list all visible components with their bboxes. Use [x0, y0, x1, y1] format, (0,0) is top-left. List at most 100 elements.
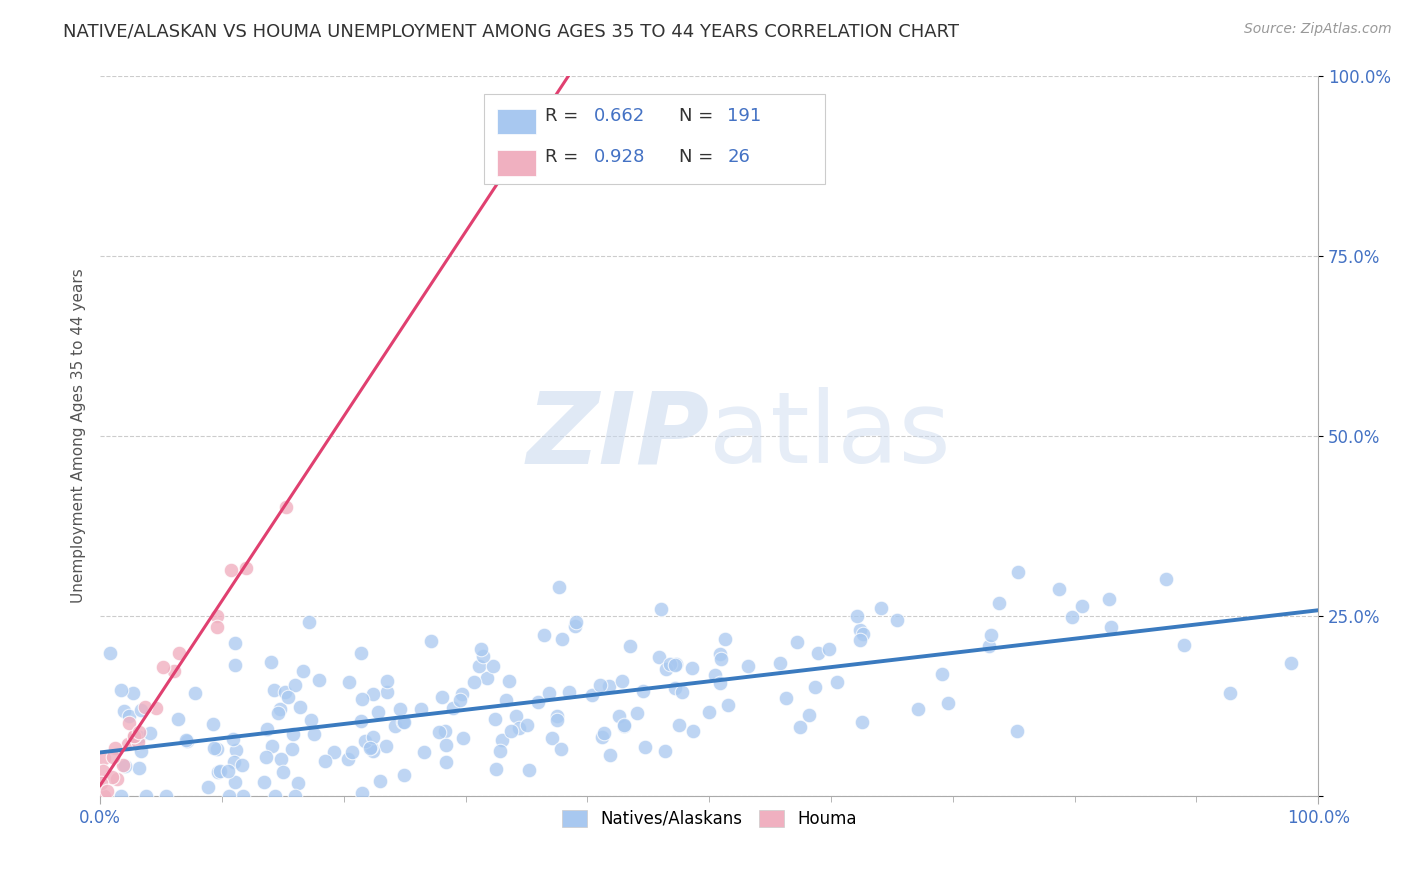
- Point: [484, 712, 506, 726]
- Point: [374, 739, 396, 754]
- Point: [434, 755, 457, 769]
- Point: [769, 657, 792, 671]
- Point: [598, 680, 620, 694]
- Point: [174, 733, 197, 747]
- Point: [488, 744, 510, 758]
- Point: [697, 706, 720, 720]
- Point: [1007, 566, 1029, 580]
- Point: [477, 671, 499, 685]
- Point: [308, 673, 330, 688]
- Point: [271, 765, 294, 780]
- Point: [1279, 657, 1302, 671]
- Point: [589, 678, 612, 692]
- Point: [93, 789, 115, 803]
- Point: [1154, 572, 1177, 586]
- Point: [128, 725, 150, 739]
- Text: atlas: atlas: [709, 387, 950, 484]
- Point: [789, 720, 811, 734]
- Point: [704, 667, 727, 681]
- Point: [717, 698, 740, 713]
- Point: [681, 661, 703, 675]
- Text: 0.928: 0.928: [593, 148, 645, 166]
- Point: [409, 702, 432, 716]
- Point: [222, 755, 245, 769]
- Point: [654, 662, 676, 676]
- Point: [118, 715, 141, 730]
- Point: [292, 664, 315, 678]
- Point: [205, 620, 228, 634]
- Text: Source: ZipAtlas.com: Source: ZipAtlas.com: [1244, 22, 1392, 37]
- Text: NATIVE/ALASKAN VS HOUMA UNEMPLOYMENT AMONG AGES 35 TO 44 YEARS CORRELATION CHART: NATIVE/ALASKAN VS HOUMA UNEMPLOYMENT AMO…: [63, 22, 959, 40]
- Point: [988, 596, 1011, 610]
- Point: [846, 609, 869, 624]
- Point: [110, 789, 132, 803]
- Point: [650, 601, 672, 615]
- Point: [287, 776, 309, 790]
- Point: [90, 776, 112, 790]
- Point: [870, 601, 893, 615]
- Point: [631, 684, 654, 698]
- Point: [231, 758, 253, 772]
- Point: [468, 659, 491, 673]
- Point: [979, 639, 1001, 653]
- Point: [224, 657, 246, 672]
- Point: [127, 734, 149, 748]
- Point: [280, 741, 302, 756]
- Point: [263, 682, 285, 697]
- Point: [93, 751, 115, 765]
- Point: [253, 775, 276, 789]
- Point: [134, 699, 156, 714]
- Point: [825, 675, 848, 690]
- Point: [264, 789, 287, 803]
- Point: [472, 648, 495, 663]
- Point: [450, 687, 472, 701]
- Text: 26: 26: [727, 148, 751, 166]
- Point: [139, 726, 162, 740]
- Point: [359, 740, 381, 755]
- Point: [533, 628, 555, 642]
- Point: [799, 707, 821, 722]
- Point: [235, 560, 257, 574]
- Point: [619, 639, 641, 653]
- Point: [420, 634, 443, 648]
- Point: [184, 686, 207, 700]
- Point: [634, 740, 657, 755]
- Point: [284, 789, 307, 803]
- Point: [980, 628, 1002, 642]
- Point: [849, 632, 872, 647]
- Point: [353, 734, 375, 748]
- Point: [392, 715, 415, 730]
- Point: [581, 688, 603, 702]
- Point: [931, 667, 953, 681]
- Point: [516, 718, 538, 732]
- Point: [803, 680, 825, 694]
- Point: [288, 700, 311, 714]
- Point: [907, 702, 929, 716]
- Point: [93, 764, 115, 778]
- Text: 0.662: 0.662: [593, 107, 645, 125]
- Point: [664, 658, 686, 673]
- Point: [224, 636, 246, 650]
- Point: [207, 608, 229, 623]
- Point: [508, 721, 530, 735]
- Point: [112, 705, 135, 719]
- Point: [626, 706, 648, 720]
- Point: [98, 646, 121, 660]
- Point: [818, 641, 841, 656]
- Point: [219, 563, 242, 577]
- Point: [112, 757, 135, 772]
- Point: [167, 712, 190, 726]
- Point: [101, 770, 124, 784]
- Point: [470, 642, 492, 657]
- Point: [152, 660, 174, 674]
- Point: [337, 674, 360, 689]
- Point: [1218, 686, 1240, 700]
- Point: [499, 724, 522, 739]
- Point: [936, 696, 959, 710]
- Point: [659, 657, 682, 671]
- Point: [128, 731, 150, 745]
- Point: [648, 649, 671, 664]
- Point: [129, 703, 152, 717]
- Point: [207, 764, 229, 779]
- Point: [361, 687, 384, 701]
